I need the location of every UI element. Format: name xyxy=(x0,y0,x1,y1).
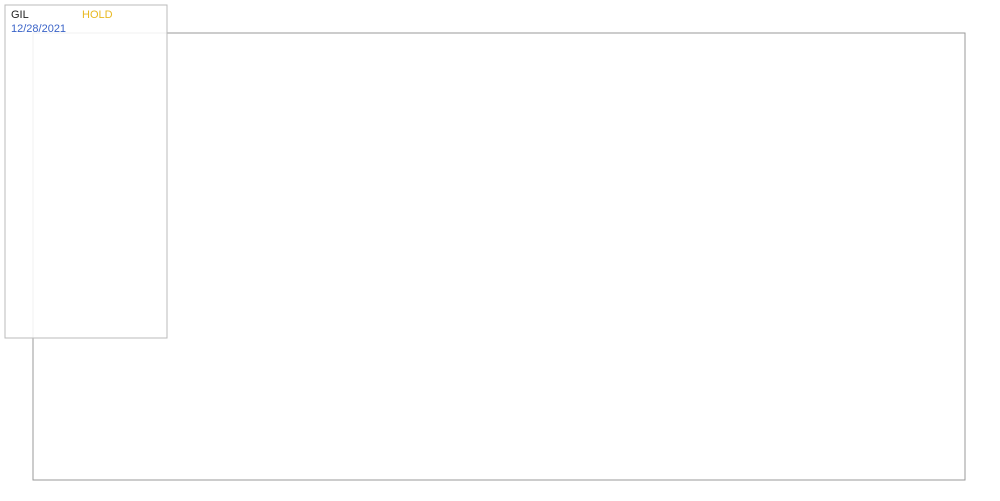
symbol: GIL xyxy=(11,9,29,21)
rating: HOLD xyxy=(82,9,113,21)
date: 12/28/2021 xyxy=(11,23,66,35)
plot-frame xyxy=(32,32,966,481)
info-panel xyxy=(4,4,168,339)
info-box: GIL HOLD 12/28/2021 xyxy=(4,4,168,339)
